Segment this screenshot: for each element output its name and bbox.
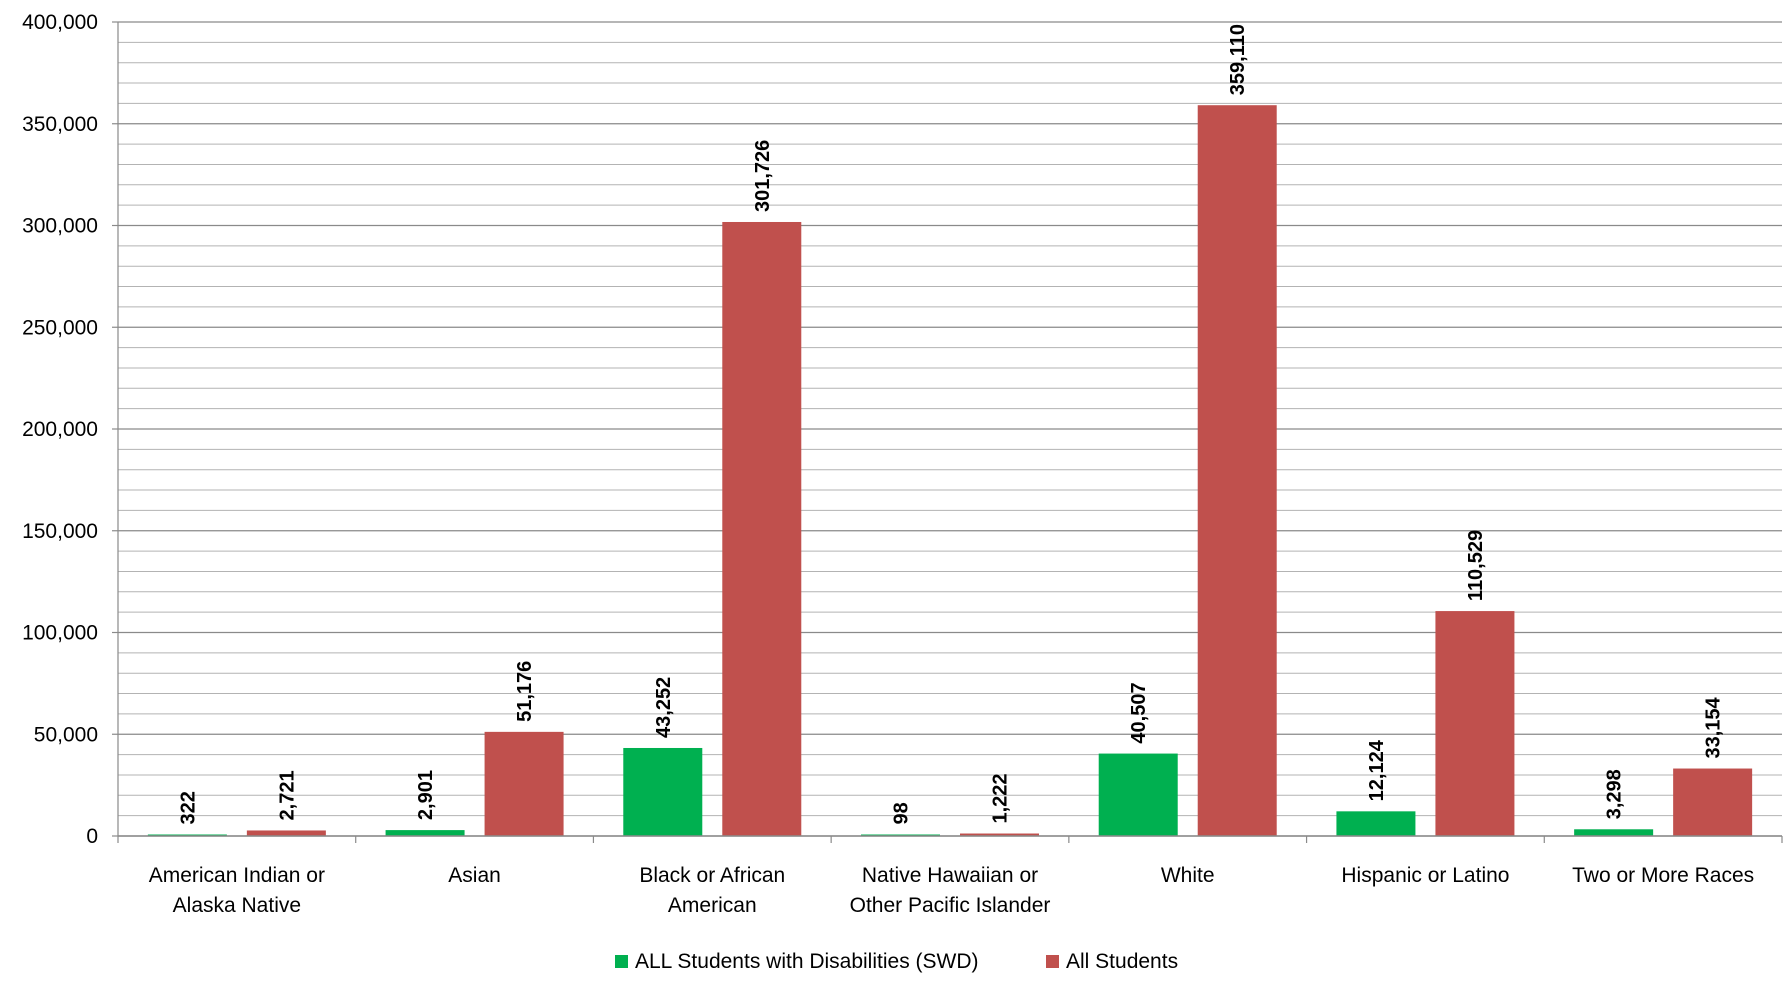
data-label: 110,529 [1465,530,1487,601]
legend: ALL Students with Disabilities (SWD) All … [615,950,1178,973]
y-tick-label: 350,000 [22,113,98,136]
bar [246,830,326,836]
bar [1435,611,1515,836]
data-label: 359,110 [1227,24,1249,95]
x-category-label: Two or More Races [1572,864,1754,887]
x-category-label: American Indian or [149,864,325,887]
y-axis: 0 50,000 100,000 150,000 200,000 250,000 300,0… [22,11,119,848]
bar [623,747,703,836]
data-label: 51,176 [514,661,536,722]
bar [484,731,564,836]
bar [1336,811,1416,836]
y-tick-label: 400,000 [22,11,98,34]
legend-swatch [1046,955,1059,968]
bar [1197,105,1277,836]
data-label: 2,721 [276,770,298,820]
bar [1098,753,1178,836]
y-tick-label: 100,000 [22,622,98,645]
data-label: 43,252 [653,677,675,738]
data-label: 40,507 [1128,682,1150,743]
x-category-label: American [668,894,757,917]
legend-swatch [615,955,628,968]
x-category-label: Asian [448,864,501,887]
x-category-label: Hispanic or Latino [1341,864,1509,887]
y-tick-label: 50,000 [34,723,98,746]
y-tick-label: 200,000 [22,418,98,441]
data-label: 2,901 [415,770,437,820]
x-category-label: Alaska Native [173,894,301,917]
bar [385,830,465,836]
x-axis: American Indian or Alaska Native Asian Blac… [117,835,1783,917]
bar [1574,829,1654,836]
bar [960,833,1039,836]
bar [722,221,802,836]
legend-label: ALL Students with Disabilities (SWD) [635,950,979,973]
data-label: 3,298 [1604,769,1626,819]
data-label: 301,726 [752,140,774,212]
data-label: 12,124 [1366,739,1388,801]
bars [147,105,1753,836]
x-category-label: White [1161,864,1215,887]
y-tick-label: 300,000 [22,215,98,238]
bar [1673,768,1753,836]
data-label: 322 [177,791,199,824]
data-label: 98 [891,802,913,824]
x-category-label: Native Hawaiian or [862,864,1038,887]
gridlines [118,21,1782,837]
y-tick-label: 250,000 [22,316,98,339]
x-category-label: Other Pacific Islander [850,894,1051,917]
y-tick-label: 0 [86,825,98,848]
legend-label: All Students [1066,950,1178,973]
data-label: 33,154 [1703,696,1725,758]
data-label: 1,222 [990,773,1012,823]
data-labels: 322 2,721 2,901 51,176 43,252 301,726 98 1,222 4… [177,24,1724,824]
x-category-label: Black or African [639,864,785,887]
y-tick-label: 150,000 [22,520,98,543]
